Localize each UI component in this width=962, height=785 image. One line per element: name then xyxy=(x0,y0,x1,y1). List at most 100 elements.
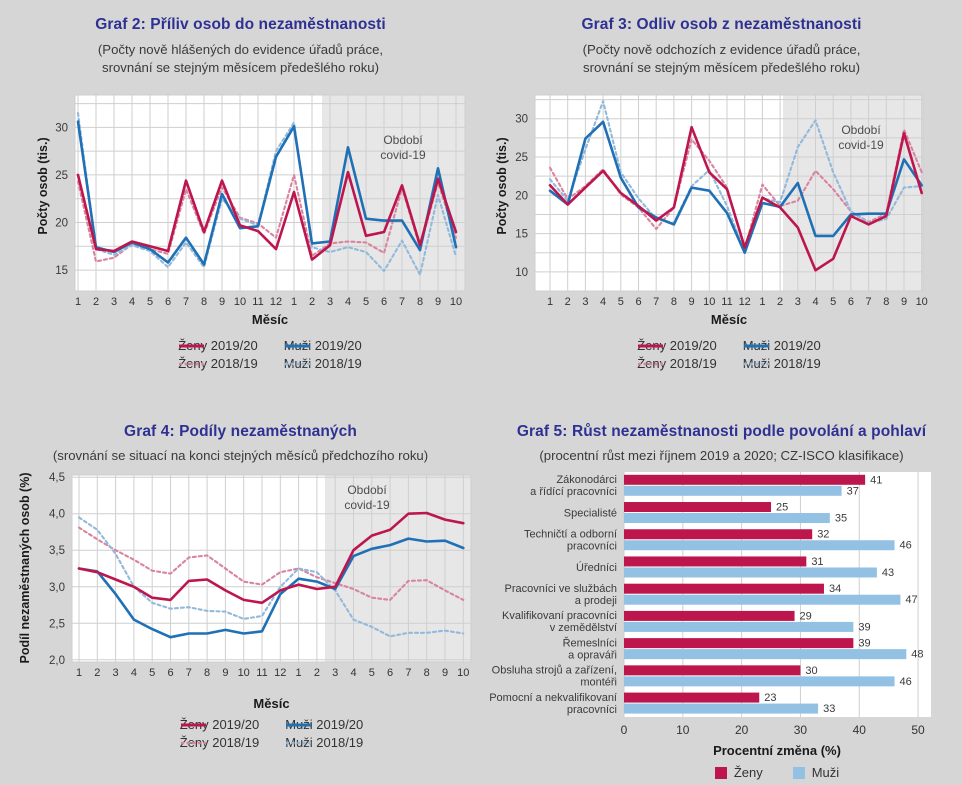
x-tick-label: 3 xyxy=(332,667,338,679)
x-tick-label: 12 xyxy=(270,296,282,308)
y-tick-label: 2,5 xyxy=(49,618,65,630)
x-tick-label: 10 xyxy=(234,296,246,308)
covid-annotation: covid-19 xyxy=(344,498,390,512)
x-tick-label: 6 xyxy=(387,667,393,679)
bar-muži-8 xyxy=(624,703,819,714)
category-label: Řemeslníci a opraváři xyxy=(563,636,617,661)
plot-background xyxy=(624,472,931,717)
x-tick-label: 12 xyxy=(274,667,286,679)
graf5-xlabel: Procentní změna (%) xyxy=(713,743,841,758)
legend-label: Ženy 2019/20 xyxy=(179,717,260,732)
category-label: Kvalifikovaní pracovníci v zemědělství xyxy=(502,610,617,634)
x-tick-label: 6 xyxy=(167,667,173,679)
legend-label: Ženy 2019/20 xyxy=(178,338,258,353)
legend-label: Ženy 2018/19 xyxy=(637,356,717,371)
y-tick-label: 4,0 xyxy=(49,509,65,521)
category-label: Pracovníci ve službách a prodeji xyxy=(505,583,618,607)
legend-label: Muži 2018/19 xyxy=(285,735,364,750)
x-tick-label: 5 xyxy=(147,296,153,308)
bar-value-label: 35 xyxy=(835,513,847,525)
y-tick-label: 2,0 xyxy=(49,655,65,667)
covid-annotation: Období xyxy=(347,483,387,497)
legend-item-0: Ženy 2019/20 xyxy=(180,717,260,732)
legend-label: Muži 2019/20 xyxy=(283,338,362,353)
y-tick-label: 30 xyxy=(55,122,68,134)
x-tick-label: 11 xyxy=(721,296,732,308)
series-line-0 xyxy=(76,170,458,261)
legend-swatch-icon xyxy=(180,723,206,726)
x-tick-label: 9 xyxy=(689,296,695,308)
x-tick-label: 2 xyxy=(565,296,571,308)
graf4-plot: 2,02,53,03,54,04,51 2 3 4 5 6 7 8 9 10 11 12 1 2 3 4 5 6 7… xyxy=(49,472,472,679)
legend-swatch-icon xyxy=(638,362,664,365)
x-tick-label: 2 xyxy=(94,667,100,679)
y-tick-label: 3,5 xyxy=(49,545,65,557)
bar-muži-3 xyxy=(624,567,877,578)
legend-label: Muži 2019/20 xyxy=(742,338,821,353)
x-tick-label: 4 xyxy=(345,296,351,308)
x-tick-label: 10 xyxy=(703,296,715,308)
bar-ženy-3 xyxy=(624,556,807,567)
legend-label: Muži 2019/20 xyxy=(285,717,364,732)
x-tick-label: 1 xyxy=(547,296,553,308)
x-tick-label: 6 xyxy=(848,296,854,308)
bar-value-label: 25 xyxy=(776,502,788,514)
y-tick-label: 30 xyxy=(515,114,528,126)
x-tick-label: 3 xyxy=(111,296,117,308)
bar-value-label: 43 xyxy=(882,567,894,579)
graf3-title: Graf 3: Odliv osob z nezaměstnanosti xyxy=(581,16,862,33)
bar-muži-6 xyxy=(624,649,907,660)
x-tick-label: 1 xyxy=(291,296,297,308)
x-tick-label: 50 xyxy=(911,723,925,737)
x-tick-label: 5 xyxy=(149,667,155,679)
graf2-legend: Ženy 2019/20 Muži 2019/20 Ženy 2018/19 Muži… xyxy=(75,338,465,371)
bar-muži-4 xyxy=(624,594,901,605)
legend-swatch-icon xyxy=(180,741,206,744)
bar-ženy-1 xyxy=(624,502,772,513)
bar-muži-0 xyxy=(624,485,842,496)
series-line-0 xyxy=(77,511,465,605)
category-label: Obsluha strojů a zařízení, montéři xyxy=(492,665,617,689)
series-line-1 xyxy=(77,537,465,639)
bar-value-label: 39 xyxy=(858,638,870,650)
x-tick-label: 8 xyxy=(671,296,677,308)
legend-swatch-icon xyxy=(743,344,769,347)
x-tick-label: 5 xyxy=(369,667,375,679)
x-tick-label: 10 xyxy=(916,296,928,308)
x-tick-label: 5 xyxy=(618,296,624,308)
graf3-subtitle-line2: srovnání se stejným měsícem předešlého r… xyxy=(582,60,861,75)
legend-item-1: Muži 2019/20 xyxy=(285,717,363,732)
legend-swatch-icon xyxy=(179,362,205,365)
x-tick-label: 4 xyxy=(129,296,135,308)
x-tick-label: 3 xyxy=(327,296,333,308)
graf3-panel: Graf 3: Odliv osob z nezaměstnanosti (Po… xyxy=(481,0,962,405)
legend-item-2: Ženy 2018/19 xyxy=(637,356,717,371)
x-tick-label: 8 xyxy=(204,667,210,679)
bar-ženy-6 xyxy=(624,638,854,649)
legend-item-3: Muži 2018/19 xyxy=(285,735,363,750)
legend-swatch-icon xyxy=(714,766,727,779)
x-tick-label: 7 xyxy=(183,296,189,308)
x-tick-label: 8 xyxy=(883,296,889,308)
legend-item-1: Muži xyxy=(792,765,839,780)
bar-value-label: 30 xyxy=(805,665,817,677)
graf4-xlabel: Měsíc xyxy=(253,696,290,711)
bar-value-label: 46 xyxy=(900,540,912,552)
y-tick-label: 15 xyxy=(515,229,528,241)
bar-value-label: 48 xyxy=(911,649,923,661)
bar-value-label: 46 xyxy=(900,676,912,688)
y-tick-label: 15 xyxy=(55,265,68,277)
graf2-subtitle-line2: srovnání se stejným měsícem předešlého r… xyxy=(101,60,380,75)
x-tick-label: 6 xyxy=(635,296,641,308)
bar-value-label: 41 xyxy=(870,474,882,486)
graf3-subtitle-line1: (Počty nově odchozích z evidence úřadů p… xyxy=(582,42,861,57)
bar-value-label: 47 xyxy=(905,594,917,606)
x-tick-label: 9 xyxy=(435,296,441,308)
x-tick-label: 9 xyxy=(219,296,225,308)
legend-label: Ženy 2018/19 xyxy=(178,356,258,371)
y-tick-label: 25 xyxy=(55,170,68,182)
legend-label: Ženy xyxy=(733,765,763,780)
x-tick-label: 10 xyxy=(450,296,462,308)
